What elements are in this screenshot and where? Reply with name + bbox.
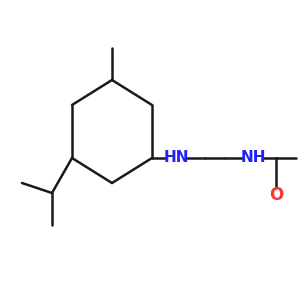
Text: O: O [269, 186, 283, 204]
Text: HN: HN [163, 151, 189, 166]
Text: NH: NH [240, 151, 266, 166]
